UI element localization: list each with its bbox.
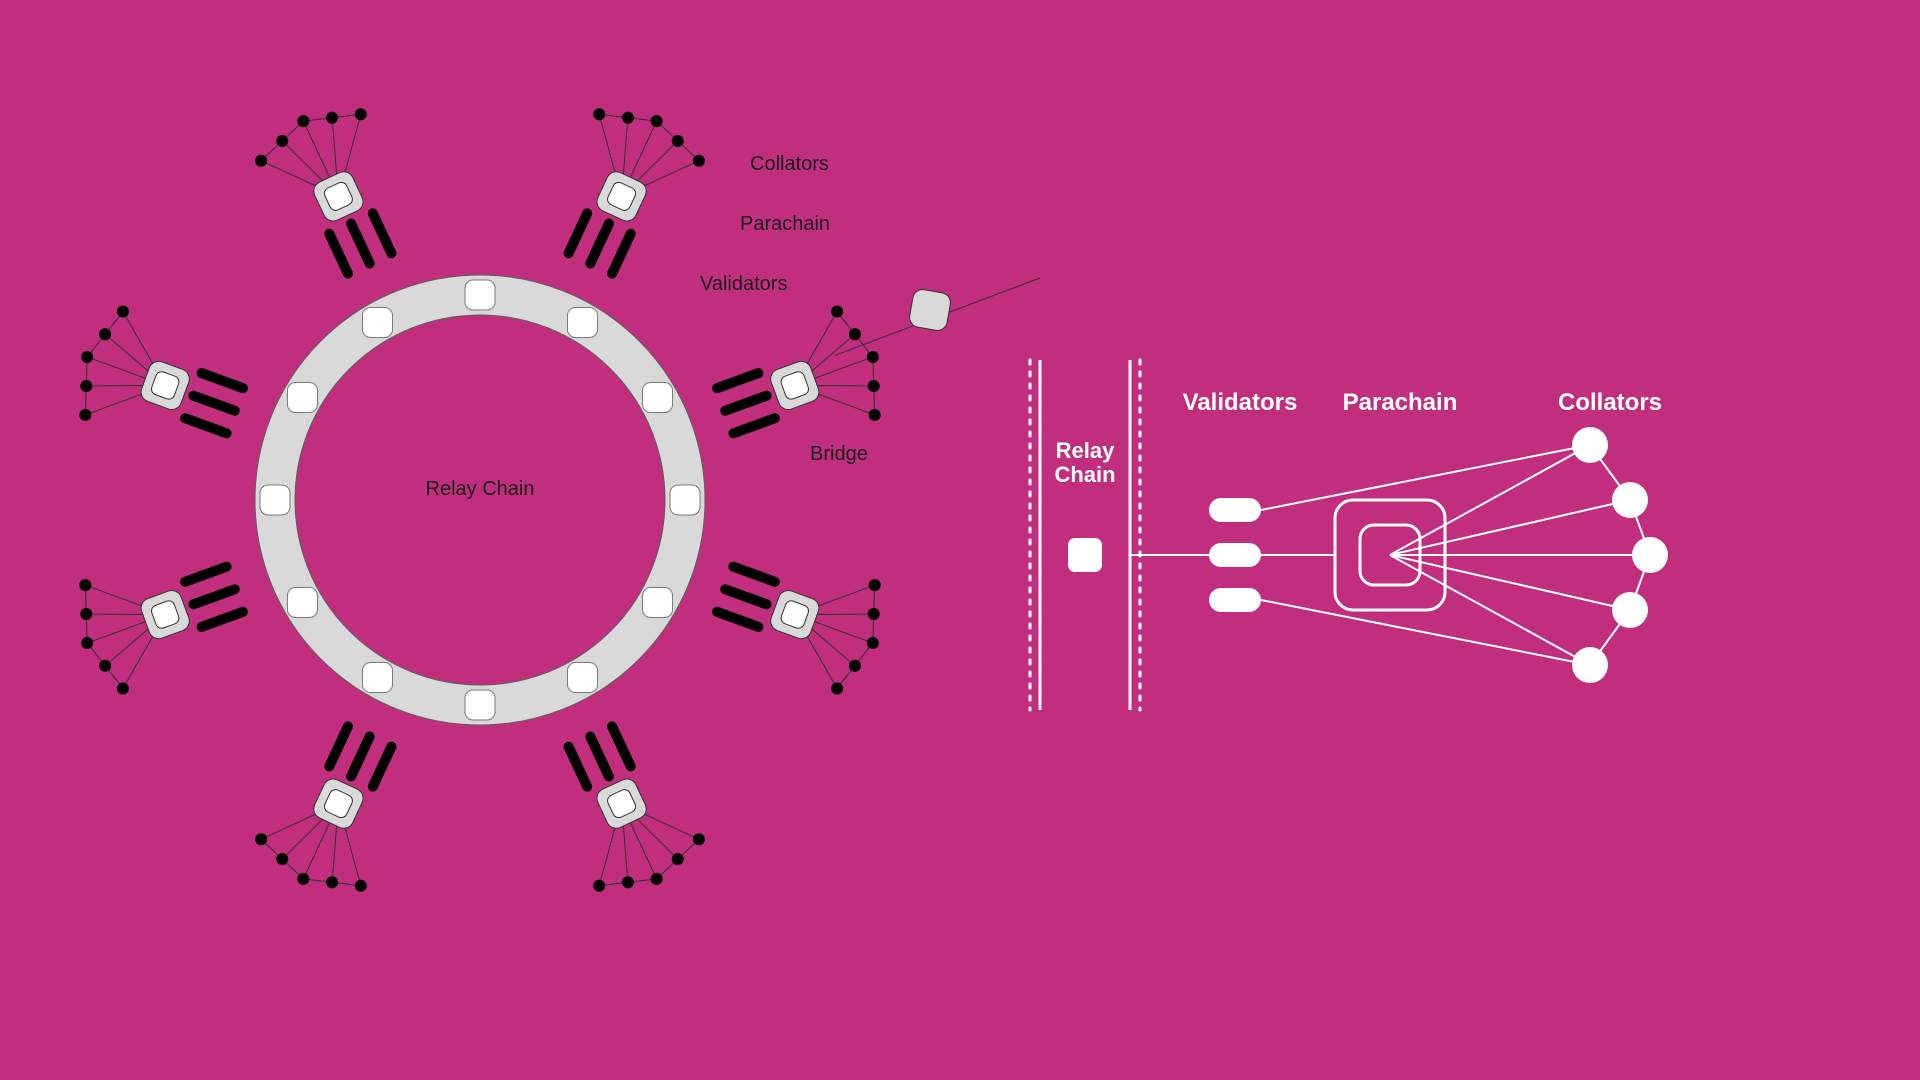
ring-block bbox=[260, 485, 290, 515]
collator-dot bbox=[80, 608, 92, 620]
bridge-block bbox=[908, 288, 952, 332]
bridge-label: Bridge bbox=[810, 443, 868, 465]
collator-dot bbox=[651, 115, 663, 127]
ring-block bbox=[465, 690, 495, 720]
collator-dot bbox=[355, 880, 367, 892]
ring-block bbox=[568, 307, 598, 337]
collator-dot bbox=[672, 853, 684, 865]
collator-dot bbox=[276, 135, 288, 147]
relay-block bbox=[1068, 538, 1102, 572]
collator-dot bbox=[276, 853, 288, 865]
collator-dot bbox=[869, 579, 881, 591]
collator-dot bbox=[868, 380, 880, 392]
collator-dot bbox=[593, 108, 605, 120]
validator-pill bbox=[1209, 543, 1261, 567]
ring-block bbox=[670, 485, 700, 515]
collator-dot bbox=[255, 155, 267, 167]
collator-dot bbox=[99, 328, 111, 340]
collator-dot bbox=[297, 115, 309, 127]
collator-dot bbox=[99, 660, 111, 672]
ring-block bbox=[363, 307, 393, 337]
collator-dot bbox=[849, 660, 861, 672]
collator-dot bbox=[79, 579, 91, 591]
ring-block bbox=[568, 663, 598, 693]
collator-dot bbox=[831, 682, 843, 694]
collator-dot bbox=[849, 328, 861, 340]
ring-block bbox=[465, 280, 495, 310]
collator-circle bbox=[1612, 482, 1648, 518]
collator-dot bbox=[622, 876, 634, 888]
collator-dot bbox=[622, 112, 634, 124]
collator-circle bbox=[1572, 647, 1608, 683]
collator-dot bbox=[593, 880, 605, 892]
collator-dot bbox=[651, 873, 663, 885]
collator-dot bbox=[117, 682, 129, 694]
parachain-label-right: Parachain bbox=[1343, 389, 1458, 416]
collator-dot bbox=[869, 409, 881, 421]
collator-dot bbox=[297, 873, 309, 885]
collator-dot bbox=[81, 637, 93, 649]
collator-dot bbox=[326, 112, 338, 124]
validator-pill bbox=[1209, 498, 1261, 522]
ring-block bbox=[643, 588, 673, 618]
collator-dot bbox=[80, 380, 92, 392]
validator-pill bbox=[1209, 588, 1261, 612]
collator-dot bbox=[326, 876, 338, 888]
collator-dot bbox=[868, 608, 880, 620]
collator-dot bbox=[672, 135, 684, 147]
parachain-label: Parachain bbox=[740, 213, 830, 235]
collator-dot bbox=[81, 351, 93, 363]
collator-dot bbox=[693, 155, 705, 167]
collator-circle bbox=[1572, 427, 1608, 463]
collator-circle bbox=[1632, 537, 1668, 573]
collator-dot bbox=[255, 833, 267, 845]
collators-label-right: Collators bbox=[1558, 389, 1662, 416]
relay-chain-label-right: RelayChain bbox=[1054, 438, 1115, 487]
collator-dot bbox=[355, 108, 367, 120]
collators-label: Collators bbox=[750, 153, 829, 175]
collator-dot bbox=[867, 351, 879, 363]
collator-dot bbox=[79, 409, 91, 421]
collator-dot bbox=[867, 637, 879, 649]
relay-chain-label: Relay Chain bbox=[426, 478, 535, 500]
collator-dot bbox=[117, 306, 129, 318]
validators-label-right: Validators bbox=[1183, 389, 1298, 416]
ring-block bbox=[287, 383, 317, 413]
collator-dot bbox=[693, 833, 705, 845]
ring-block bbox=[363, 663, 393, 693]
validators-label: Validators bbox=[700, 273, 787, 295]
ring-block bbox=[287, 588, 317, 618]
ring-block bbox=[643, 383, 673, 413]
collator-circle bbox=[1612, 592, 1648, 628]
collator-dot bbox=[831, 306, 843, 318]
